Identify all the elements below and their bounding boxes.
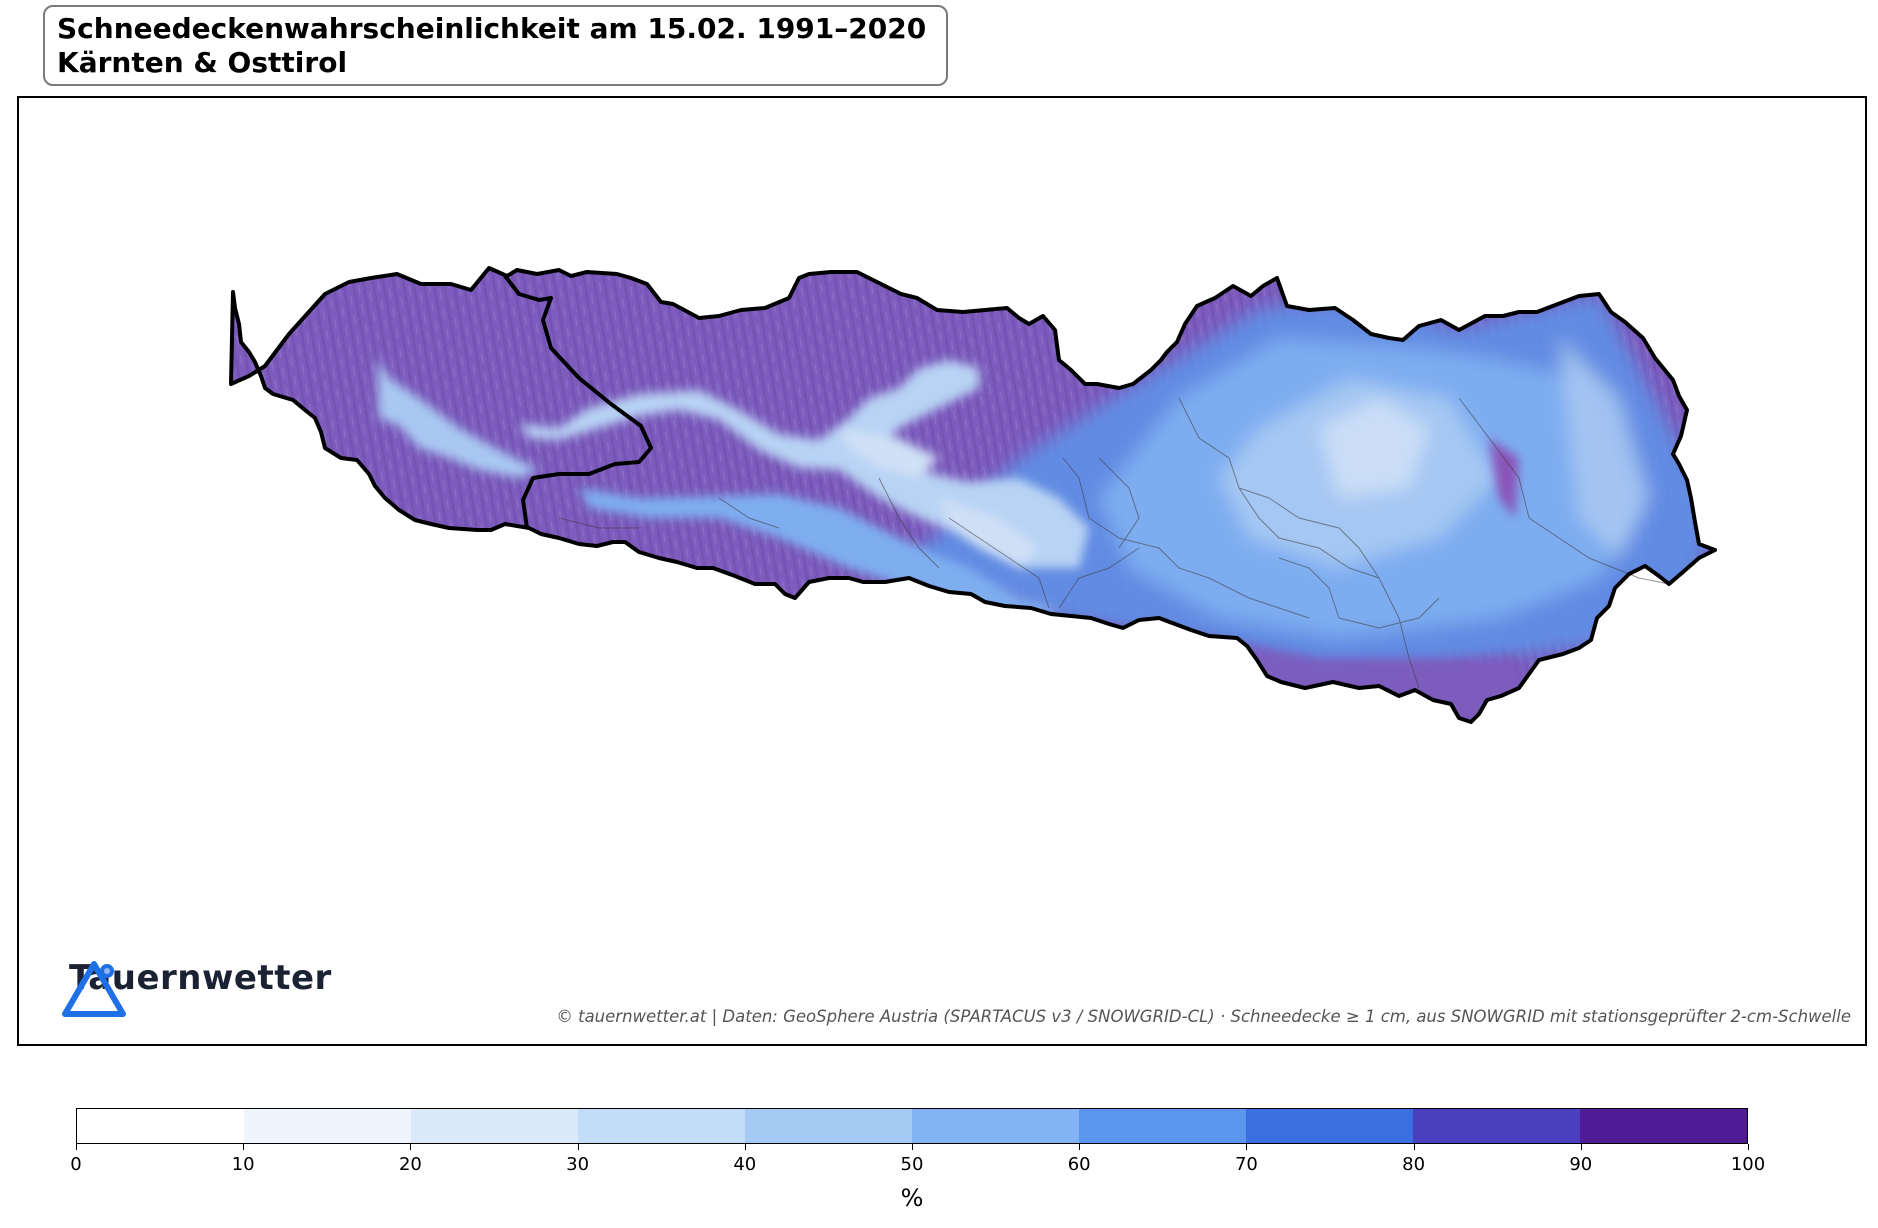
district-borders [558, 397, 1670, 689]
colorbar-tick [410, 1144, 412, 1150]
colorbar-segment [1580, 1109, 1747, 1143]
colorbar-segment [77, 1109, 244, 1143]
colorbar-tick [744, 1144, 746, 1150]
snow-probability-field [231, 268, 1715, 722]
colorbar-tick-label: 30 [566, 1154, 590, 1175]
colorbar-tick [76, 1144, 77, 1150]
colorbar-tick [577, 1144, 579, 1150]
colorbar-segment [1079, 1109, 1246, 1143]
colorbar-tick [1748, 1144, 1749, 1150]
colorbar-tick-label: 0 [70, 1154, 82, 1175]
colorbar-segment [745, 1109, 912, 1143]
map-frame: Tauernwetter © tauernwetter.at | Daten: … [17, 96, 1867, 1046]
colorbar-segment [244, 1109, 411, 1143]
data-credit: © tauernwetter.at | Daten: GeoSphere Aus… [556, 1007, 1851, 1026]
colorbar-tick-label: 10 [231, 1154, 255, 1175]
colorbar-tick [1413, 1144, 1415, 1150]
colorbar-tick-label: 100 [1730, 1154, 1766, 1175]
colorbar-tick [1246, 1144, 1248, 1150]
colorbar-tick [243, 1144, 245, 1150]
tauernwetter-logo: Tauernwetter [61, 958, 332, 1017]
colorbar-segment [411, 1109, 578, 1143]
colorbar-tick-label: 20 [398, 1154, 422, 1175]
colorbar-tick-label: 70 [1234, 1154, 1258, 1175]
map-subtitle: Kärnten & Osttirol [57, 46, 348, 79]
valley-floor [377, 358, 1089, 618]
colorbar-unit-label: % [900, 1184, 924, 1212]
colorbar-tick-label: 80 [1402, 1154, 1426, 1175]
colorbar-tick-label: 50 [900, 1154, 924, 1175]
title-box: Schneedeckenwahrscheinlichkeit am 15.02.… [43, 5, 948, 86]
colorbar-tick [912, 1144, 913, 1150]
colorbar-tick [1079, 1144, 1081, 1150]
map-title: Schneedeckenwahrscheinlichkeit am 15.02.… [57, 12, 927, 45]
colorbar-tick [1580, 1144, 1582, 1150]
colorbar-segment [578, 1109, 745, 1143]
colorbar-scale [76, 1108, 1748, 1144]
colorbar-segment [912, 1109, 1079, 1143]
map-canvas [229, 266, 1717, 724]
colorbar-tick-label: 90 [1569, 1154, 1593, 1175]
colorbar-tick-label: 40 [733, 1154, 757, 1175]
colorbar-segment [1413, 1109, 1580, 1143]
colorbar-segment [1246, 1109, 1413, 1143]
region-border [229, 266, 1717, 724]
probability-gradient-east [899, 294, 1715, 688]
colorbar-tick-label: 60 [1067, 1154, 1091, 1175]
colorbar: 0 10 20 30 40 50 60 70 80 90 100 % [0, 1100, 1878, 1228]
triangle-pin-icon [62, 961, 126, 1017]
